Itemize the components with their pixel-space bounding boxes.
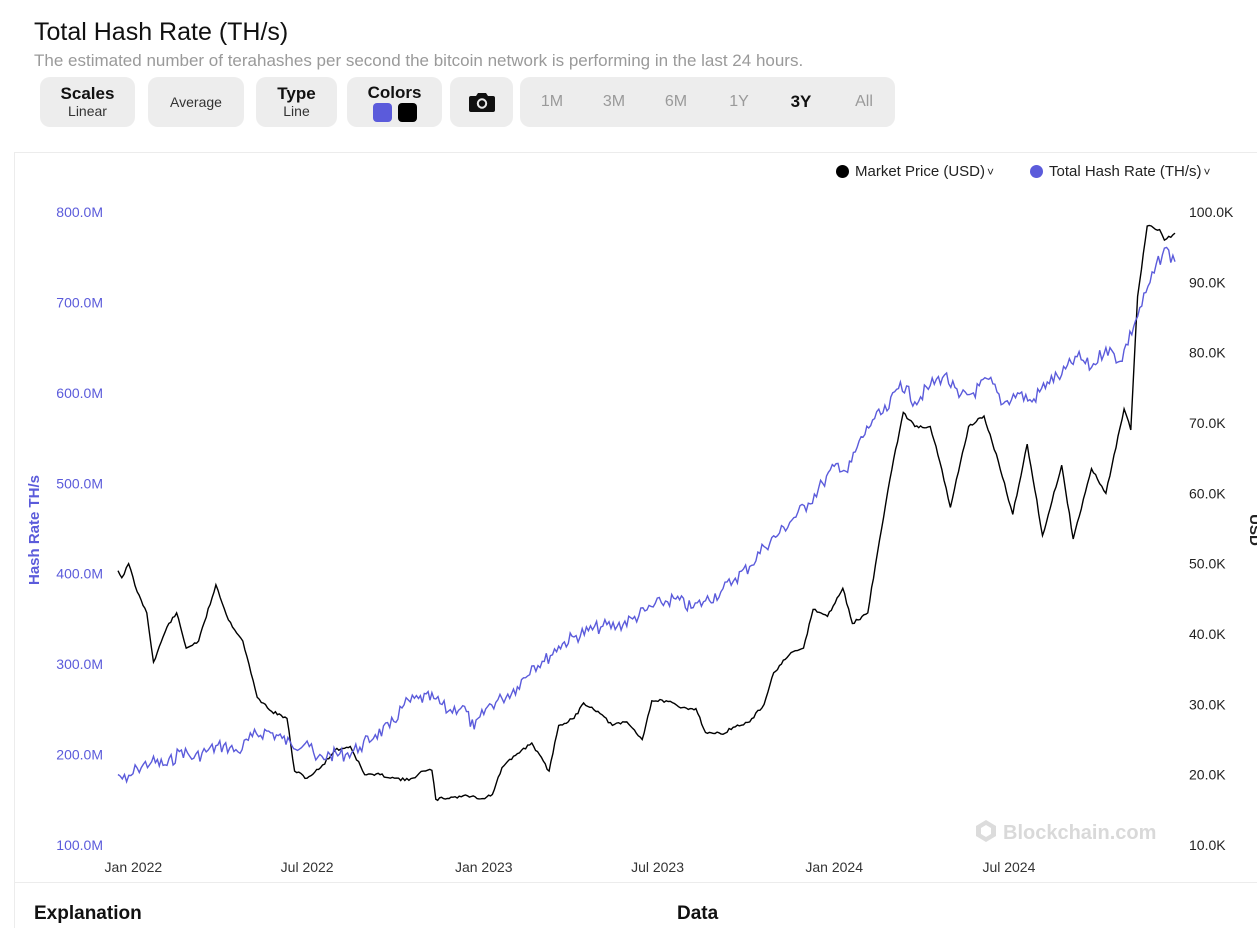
series-line-market-price [117, 224, 1176, 802]
type-button[interactable]: Type Line [256, 77, 337, 127]
color-swatch-hash[interactable] [372, 102, 392, 122]
legend-dot-price [836, 165, 849, 178]
average-label: Average [170, 94, 222, 110]
blockchain-logo-icon [976, 820, 996, 842]
divider [14, 152, 1257, 153]
range-1m[interactable]: 1M [540, 93, 564, 110]
average-button[interactable]: Average [148, 77, 244, 127]
colors-label: Colors [367, 82, 422, 102]
y-tick-left: 800.0M [56, 204, 103, 220]
y-tick-left: 100.0M [56, 837, 103, 853]
colors-button[interactable]: Colors [347, 77, 442, 127]
y-tick-left: 400.0M [56, 566, 103, 582]
watermark: Blockchain.com [976, 820, 1156, 844]
y-axis-title-left: Hash Rate TH/s [26, 475, 43, 585]
color-swatch-price[interactable] [397, 102, 417, 122]
range-3y[interactable]: 3Y [790, 92, 812, 111]
y-tick-right: 80.0K [1189, 345, 1226, 361]
chevron-down-icon: ˅ [1203, 164, 1211, 179]
x-tick: Jul 2023 [631, 859, 684, 875]
chart-header: Total Hash Rate (TH/s) The estimated num… [0, 0, 1257, 152]
watermark-text: Blockchain.com [1003, 822, 1156, 844]
y-axis-title-right: USD [1246, 514, 1257, 546]
page-subtitle: The estimated number of terahashes per s… [34, 51, 804, 70]
y-tick-right: 90.0K [1189, 274, 1226, 290]
y-tick-left: 600.0M [56, 385, 103, 401]
legend-label-price: Market Price (USD) [855, 163, 986, 180]
y-tick-right: 60.0K [1189, 485, 1226, 501]
y-tick-left: 500.0M [56, 475, 103, 491]
y-tick-left: 300.0M [56, 656, 103, 672]
page-title: Total Hash Rate (TH/s) [34, 18, 289, 46]
y-tick-left: 700.0M [56, 294, 103, 310]
range-3m[interactable]: 3M [602, 93, 626, 110]
legend-dot-hash [1030, 165, 1043, 178]
camera-icon [468, 93, 495, 112]
range-selector: 1M 3M 6M 1Y 3Y All [520, 77, 895, 127]
x-tick: Jan 2024 [805, 859, 863, 875]
type-label: Type [277, 84, 316, 103]
y-tick-left: 200.0M [56, 747, 103, 763]
y-tick-right: 50.0K [1189, 556, 1226, 572]
chevron-down-icon: ˅ [987, 164, 995, 179]
scales-value: Linear [68, 103, 107, 119]
divider [14, 882, 1257, 883]
x-tick: Jan 2023 [455, 859, 513, 875]
scales-button[interactable]: Scales Linear [40, 77, 135, 127]
legend-item-price[interactable]: Market Price (USD) ˅ [836, 163, 994, 180]
series-line-hash-rate [117, 246, 1176, 784]
scales-label: Scales [60, 84, 115, 103]
data-heading: Data [677, 903, 719, 924]
range-all[interactable]: All [855, 93, 873, 110]
legend-label-hash: Total Hash Rate (TH/s) [1049, 163, 1202, 180]
divider [14, 152, 15, 928]
y-tick-right: 100.0K [1189, 204, 1234, 220]
range-6m[interactable]: 6M [664, 93, 688, 110]
y-tick-right: 30.0K [1189, 696, 1226, 712]
y-tick-right: 10.0K [1189, 837, 1226, 853]
screenshot-button[interactable] [450, 77, 513, 127]
x-tick: Jul 2024 [982, 859, 1035, 875]
x-tick: Jul 2022 [281, 859, 334, 875]
y-tick-right: 20.0K [1189, 767, 1226, 783]
x-tick: Jan 2022 [105, 859, 163, 875]
legend-item-hash[interactable]: Total Hash Rate (TH/s) ˅ [1030, 163, 1211, 180]
y-tick-right: 40.0K [1189, 626, 1226, 642]
explanation-heading: Explanation [34, 903, 142, 924]
range-1y[interactable]: 1Y [729, 93, 749, 110]
type-value: Line [283, 103, 310, 119]
y-tick-right: 70.0K [1189, 415, 1226, 431]
